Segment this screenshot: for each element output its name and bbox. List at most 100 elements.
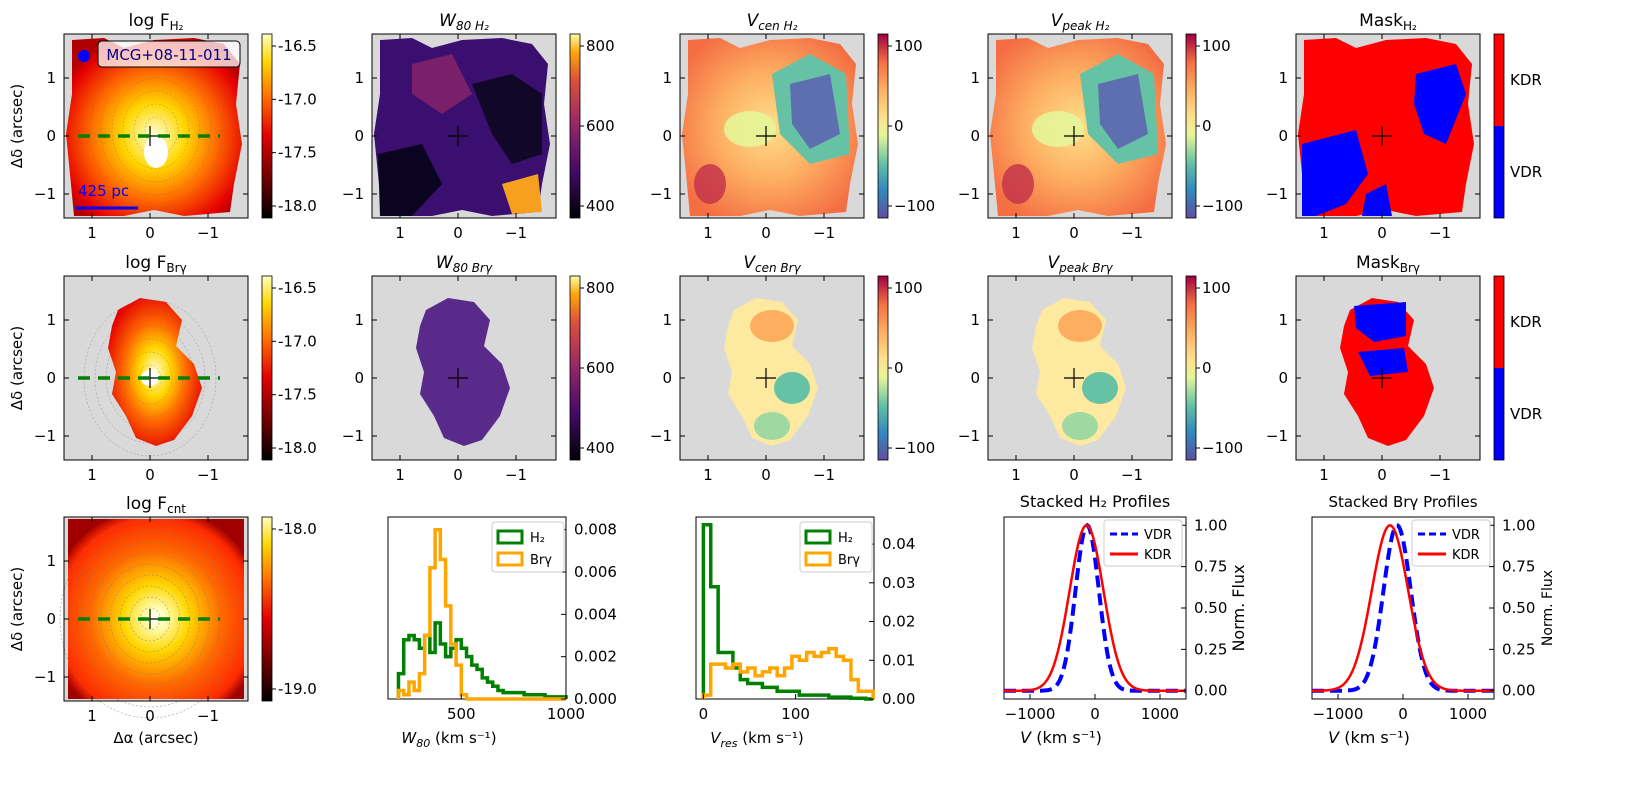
colorbar-tick-label: 400: [586, 197, 615, 215]
map-frame: [679, 33, 865, 219]
x-tick-label: 0: [761, 224, 771, 242]
vdr-region: [1362, 184, 1392, 216]
map-feature: [790, 74, 840, 149]
legend: H₂ Brγ: [799, 521, 873, 573]
y-tick-label: 0.25: [1194, 640, 1227, 658]
object-label-box: [97, 40, 241, 68]
colorbar-tick-label: −100: [894, 197, 935, 215]
colorbar: -16.5 -17.0 -17.5 -18.0: [261, 33, 317, 219]
map-panel: 1 0 −1 1 0 −1: [1266, 33, 1481, 242]
y-tick-label: 0.004: [574, 605, 617, 623]
x-tick-label: −1000: [1005, 705, 1056, 723]
y-tick-label: 1: [970, 69, 980, 87]
y-tick-label: 0.002: [574, 648, 617, 666]
y-tick-label: 0.006: [574, 563, 617, 581]
colorbar: -16.5 -17.0 -17.5 -18.0: [261, 275, 317, 461]
contour-line: [69, 530, 231, 708]
colorbar-tick-label: -17.5: [278, 386, 317, 404]
y-tick-label: 0.00: [1194, 682, 1227, 700]
y-tick-label: 0: [46, 610, 56, 628]
legend-swatch: [804, 529, 832, 545]
y-tick-label: −1: [958, 185, 980, 203]
x-tick-label: −1: [197, 707, 219, 725]
y-axis-label: Δδ (arcsec): [8, 326, 26, 410]
colorbar: 100 0 −100: [1185, 33, 1243, 219]
y-tick-label: 1: [354, 69, 364, 87]
map-feature: [1082, 372, 1118, 404]
y-tick-label: 1: [46, 552, 56, 570]
colorbar-tick-label: -16.5: [278, 37, 317, 55]
profile-line-kdr: [1004, 524, 1186, 692]
x-tick-label: 0: [1377, 224, 1387, 242]
y-tick-label: 0.03: [882, 574, 915, 592]
y-tick-label: −1: [958, 427, 980, 445]
map-panel: 1 0 −1 1 0 −1: [958, 33, 1173, 242]
x-tick-label: 0: [1398, 705, 1408, 723]
scalebar-label: 425 pc: [78, 182, 129, 200]
y-tick-label: 0: [662, 127, 672, 145]
y-tick-label: 0.000: [574, 690, 617, 708]
colorbar-tick-label: 0: [894, 117, 904, 135]
panel-title: MaskBrγ: [1356, 253, 1420, 275]
histogram-series-brg: [701, 646, 875, 699]
map-panel: 1 0 −1 1 0 −1: [958, 275, 1173, 484]
y-tick-label: 0: [662, 369, 672, 387]
legend-swatch: [496, 551, 524, 567]
contour-line: [122, 90, 190, 170]
x-tick-label: 1000: [547, 705, 585, 723]
profile-panel: −1000 0 1000 1.00 0.75 0.50 0.25 0.00 Stacked Br…: [1311, 493, 1556, 747]
colorbar: KDR VDR: [1493, 33, 1542, 219]
colorbar: 100 0 −100: [877, 33, 935, 219]
y-tick-label: 0.01: [882, 651, 915, 669]
map-frame: [987, 275, 1173, 461]
map-frame: [63, 33, 249, 219]
colorbar-tick-label: -17.0: [278, 90, 317, 108]
y-tick-label: −1: [1266, 185, 1288, 203]
y-tick-label: −1: [1266, 427, 1288, 445]
colorbar-tick-label: VDR: [1510, 405, 1542, 423]
y-tick-label: 0: [46, 369, 56, 387]
y-tick-label: 0.50: [1194, 599, 1227, 617]
x-tick-label: 1: [87, 707, 97, 725]
x-tick-label: −1: [813, 224, 835, 242]
panel-title: Vpeak Brγ: [1047, 253, 1113, 275]
panel-title: Stacked Brγ Profiles: [1328, 493, 1477, 511]
x-tick-label: 1: [703, 224, 713, 242]
colorbar-tick-label: -18.0: [278, 520, 317, 538]
colorbar-gradient: [1185, 33, 1197, 219]
y-axis-label: Norm. Flux: [1540, 570, 1556, 646]
legend-label: H₂: [530, 531, 545, 546]
colorbar-gradient: [877, 33, 889, 219]
x-tick-label: 500: [447, 705, 476, 723]
map-feature: [750, 310, 794, 342]
colorbar-tick-label: −100: [1202, 197, 1243, 215]
y-tick-label: 1.00: [1194, 516, 1227, 534]
x-tick-label: 1: [87, 466, 97, 484]
map-panel: 1 0 −1 1 0 −1: [650, 275, 865, 484]
map-data-region: [416, 298, 510, 446]
y-tick-label: 0.75: [1502, 558, 1535, 576]
colorbar-tick-label: -17.5: [278, 144, 317, 162]
x-tick-label: 0: [1069, 466, 1079, 484]
colorbar-gradient: [261, 275, 273, 461]
y-tick-label: −1: [650, 185, 672, 203]
colorbar: 100 0 −100: [1185, 275, 1243, 461]
profile-panel: −1000 0 1000 1.00 0.75 0.50 0.25 0.00 Stacked H₂…: [1003, 492, 1248, 747]
contour-line: [111, 77, 201, 183]
x-tick-label: 0: [1069, 224, 1079, 242]
y-tick-label: 0: [354, 127, 364, 145]
legend: VDR KDR: [1411, 519, 1491, 567]
legend-label: Brγ: [838, 553, 860, 568]
object-label: MCG+08-11-011: [106, 46, 231, 64]
x-tick-label: 0: [699, 705, 709, 723]
map-panel: 1 0 −1 1 0 −1: [1266, 275, 1481, 484]
colorbar-tick-label: -18.0: [278, 439, 317, 457]
map-frame: [987, 33, 1173, 219]
x-tick-label: −1: [1429, 466, 1451, 484]
y-tick-label: 0.02: [882, 613, 915, 631]
y-tick-label: 0: [1278, 369, 1288, 387]
x-tick-label: −1: [1121, 466, 1143, 484]
y-axis-label: Δδ (arcsec): [8, 84, 26, 168]
legend-label: H₂: [838, 531, 853, 546]
